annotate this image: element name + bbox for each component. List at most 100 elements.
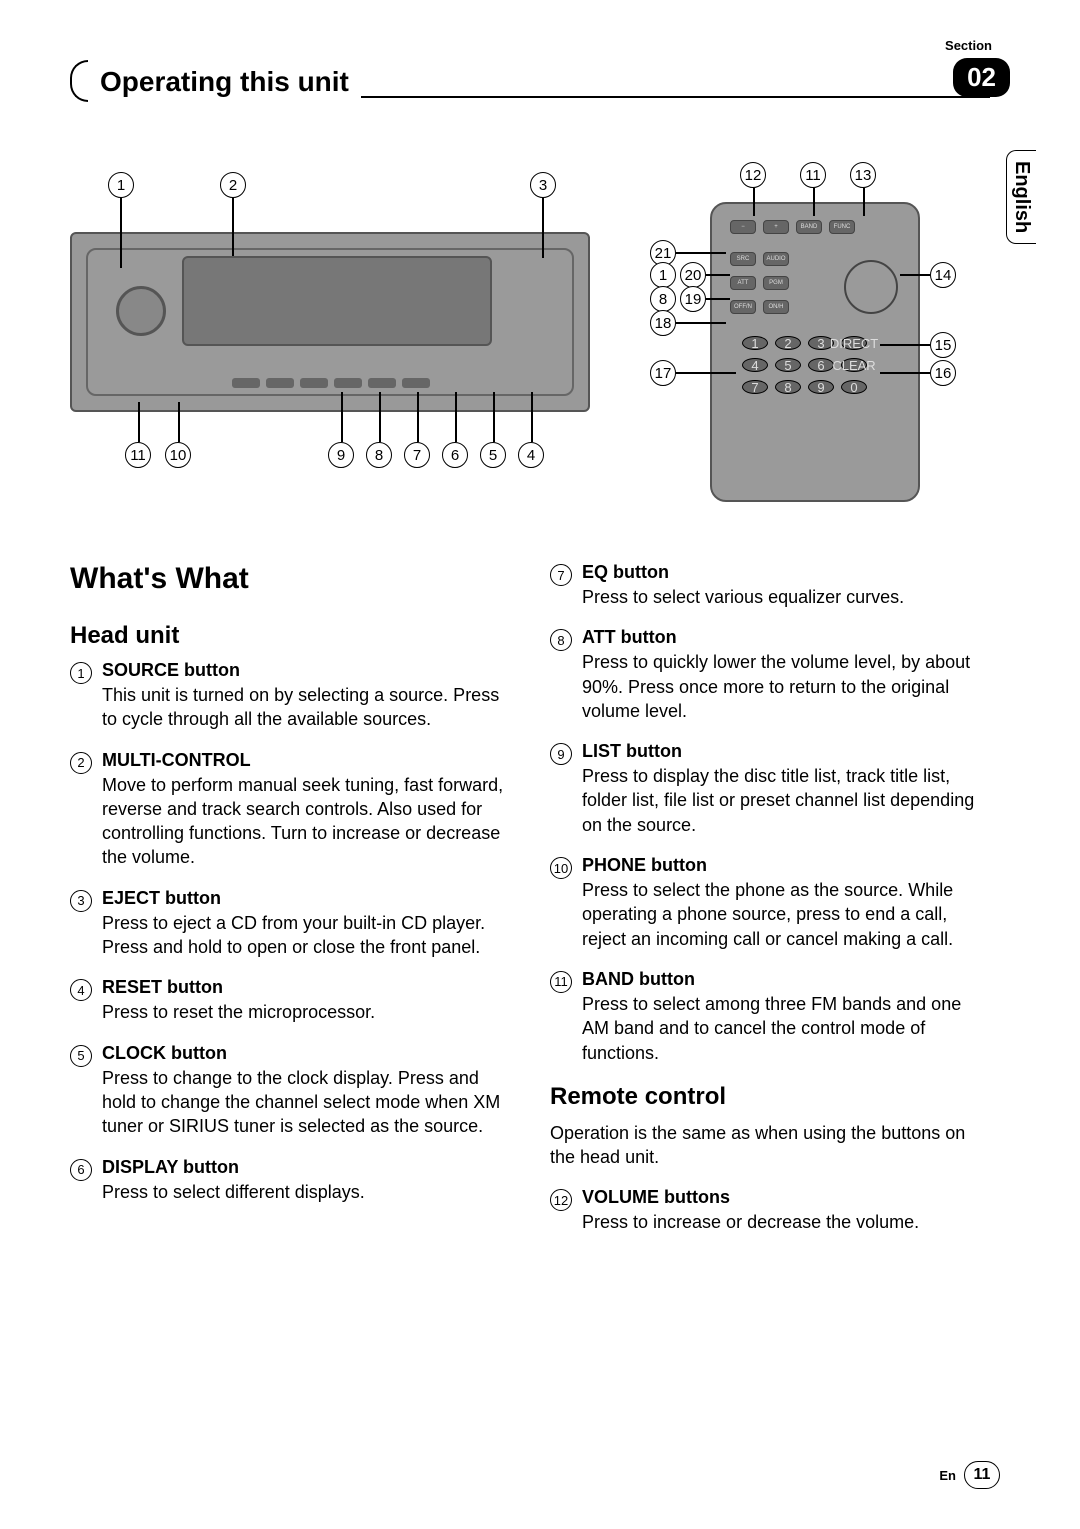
remote-on: ON/H — [763, 300, 789, 314]
remote-vol-down: − — [730, 220, 756, 234]
remote-control-diagram: − + BAND FUNC SRC AUDIO ATT PGM OFF/N ON… — [640, 162, 960, 522]
callout-6: 6 — [442, 442, 468, 468]
leader-line — [120, 198, 122, 268]
callout-3: 3 — [530, 172, 556, 198]
page-header: Operating this unit — [70, 60, 990, 102]
item-number: 11 — [550, 971, 572, 993]
leader-line — [880, 344, 930, 346]
remote-num-1: 1 — [742, 336, 768, 350]
left-column: What's What Head unit 1 SOURCE button Th… — [70, 562, 510, 1253]
unit-small-button — [232, 378, 260, 388]
content-columns: What's What Head unit 1 SOURCE button Th… — [70, 562, 990, 1253]
callout-4: 4 — [518, 442, 544, 468]
remote-num-9: 9 — [808, 380, 834, 394]
unit-small-button — [402, 378, 430, 388]
item-2: 2 MULTI-CONTROL Move to perform manual s… — [70, 750, 510, 870]
leader-line — [493, 392, 495, 442]
item-number: 6 — [70, 1159, 92, 1181]
item-desc: Press to change to the clock display. Pr… — [102, 1066, 510, 1139]
remote-num-5: 5 — [775, 358, 801, 372]
remote-clear: CLEAR — [841, 358, 867, 372]
item-12: 12 VOLUME buttons Press to increase or d… — [550, 1187, 990, 1234]
leader-line — [863, 188, 865, 216]
leader-line — [676, 252, 726, 254]
item-number: 8 — [550, 629, 572, 651]
leader-line — [542, 198, 544, 258]
item-6: 6 DISPLAY button Press to select differe… — [70, 1157, 510, 1204]
callout-7: 7 — [404, 442, 430, 468]
item-title: LIST button — [582, 741, 990, 762]
item-desc: Press to select the phone as the source.… — [582, 878, 990, 951]
remote-row-4: OFF/N ON/H — [730, 300, 789, 314]
remote-body: − + BAND FUNC SRC AUDIO ATT PGM OFF/N ON… — [710, 202, 920, 502]
remote-row-2: SRC AUDIO — [730, 252, 789, 266]
item-number: 9 — [550, 743, 572, 765]
item-number: 4 — [70, 979, 92, 1001]
header-rule — [361, 96, 990, 98]
remote-func: FUNC — [829, 220, 855, 234]
leader-line — [676, 372, 736, 374]
unit-small-button — [334, 378, 362, 388]
unit-small-button — [368, 378, 396, 388]
item-desc: Press to quickly lower the volume level,… — [582, 650, 990, 723]
callout-9: 9 — [328, 442, 354, 468]
item-title: EQ button — [582, 562, 990, 583]
leader-line — [138, 402, 140, 442]
item-desc: Press to display the disc title list, tr… — [582, 764, 990, 837]
item-title: EJECT button — [102, 888, 510, 909]
leader-line — [379, 392, 381, 442]
remote-num-8: 8 — [775, 380, 801, 394]
item-desc: Move to perform manual seek tuning, fast… — [102, 773, 510, 870]
callout-17: 17 — [650, 360, 676, 386]
remote-direct: DIRECT — [841, 336, 867, 350]
head-unit-diagram: 1 2 3 11 10 9 8 7 6 5 4 — [70, 162, 610, 482]
remote-pgm: PGM — [763, 276, 789, 290]
callout-20: 20 — [680, 262, 706, 288]
item-number: 7 — [550, 564, 572, 586]
item-10: 10 PHONE button Press to select the phon… — [550, 855, 990, 951]
item-11: 11 BAND button Press to select among thr… — [550, 969, 990, 1065]
item-number: 12 — [550, 1189, 572, 1211]
language-tab: English — [1006, 150, 1036, 244]
item-number: 10 — [550, 857, 572, 879]
header-bracket — [70, 60, 88, 102]
callout-2: 2 — [220, 172, 246, 198]
item-8: 8 ATT button Press to quickly lower the … — [550, 627, 990, 723]
remote-numpad-row-3: 7 8 9 0 — [742, 378, 867, 394]
remote-row-1: − + BAND FUNC — [730, 220, 855, 234]
remote-vol-up: + — [763, 220, 789, 234]
item-title: PHONE button — [582, 855, 990, 876]
callout-15: 15 — [930, 332, 956, 358]
remote-num-7: 7 — [742, 380, 768, 394]
remote-numpad-row-2: 4 5 6 CLEAR — [742, 356, 867, 372]
callout-10: 10 — [165, 442, 191, 468]
leader-line — [900, 274, 930, 276]
item-title: MULTI-CONTROL — [102, 750, 510, 771]
item-title: DISPLAY button — [102, 1157, 510, 1178]
item-5: 5 CLOCK button Press to change to the cl… — [70, 1043, 510, 1139]
unit-small-button — [266, 378, 294, 388]
item-7: 7 EQ button Press to select various equa… — [550, 562, 990, 609]
item-1: 1 SOURCE button This unit is turned on b… — [70, 660, 510, 732]
section-number-badge: 02 — [953, 58, 1010, 97]
callout-1r: 1 — [650, 262, 676, 288]
item-3: 3 EJECT button Press to eject a CD from … — [70, 888, 510, 960]
item-title: RESET button — [102, 977, 510, 998]
item-desc: This unit is turned on by selecting a so… — [102, 683, 510, 732]
leader-line — [880, 372, 930, 374]
callout-14: 14 — [930, 262, 956, 288]
remote-audio: AUDIO — [763, 252, 789, 266]
leader-line — [455, 392, 457, 442]
item-number: 5 — [70, 1045, 92, 1067]
remote-band: BAND — [796, 220, 822, 234]
leader-line — [676, 322, 726, 324]
callout-8r: 8 — [650, 286, 676, 312]
unit-small-button — [300, 378, 328, 388]
remote-num-0: 0 — [841, 380, 867, 394]
leader-line — [753, 188, 755, 216]
leader-line — [232, 198, 234, 256]
leader-line — [417, 392, 419, 442]
callout-18: 18 — [650, 310, 676, 336]
leader-line — [706, 274, 730, 276]
item-desc: Press to select different displays. — [102, 1180, 510, 1204]
